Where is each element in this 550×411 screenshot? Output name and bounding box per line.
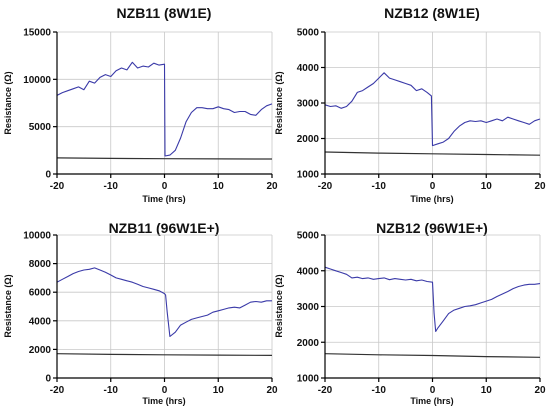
y-axis-label: Resistance (Ω) [274,71,284,134]
y-tick-label: 3000 [297,302,320,313]
y-tick-label: 10000 [23,75,51,86]
axis-ticks: -20 -10 0 10 20 0 5000 10000 15000 [23,28,278,193]
y-tick-label: 2000 [297,338,320,349]
x-tick-label: 10 [213,385,225,396]
x-tick-label: -20 [318,181,333,192]
x-tick-label: 0 [162,181,168,192]
x-tick-label: 20 [266,181,278,192]
y-tick-label: 5000 [297,28,320,39]
x-tick-label: -20 [50,181,65,192]
plot-series [324,266,541,358]
y-tick-label: 4000 [29,316,52,327]
chart-panel-nzb11-96w1e: NZB11 (96W1E+) -20 -10 0 10 20 0 2000 4000 6000 8… [3,220,278,406]
y-tick-label: 3000 [297,99,320,110]
y-tick-label: 2000 [297,134,320,145]
x-tick-label: -10 [104,385,119,396]
resistance-trace [324,266,541,333]
y-tick-label: 0 [45,374,51,385]
x-tick-label: 0 [430,181,436,192]
plot-series [324,72,541,156]
plot-series [56,61,273,160]
x-tick-label: 20 [534,385,546,396]
y-tick-label: 5000 [29,122,52,133]
y-tick-label: 1000 [297,374,320,385]
x-axis-label: Time (hrs) [142,194,185,204]
y-tick-label: 4000 [297,266,320,277]
x-tick-label: 10 [481,181,493,192]
baseline-trace [56,157,273,160]
resistance-trace [324,72,541,147]
grid [325,31,541,174]
axis-ticks: -20 -10 0 10 20 1000 2000 3000 4000 5000 [297,28,546,193]
x-tick-label: -10 [372,181,387,192]
x-tick-label: -10 [372,385,387,396]
y-tick-label: 15000 [23,28,51,39]
y-tick-label: 1000 [297,170,320,181]
chart-panel-nzb12-96w1e: NZB12 (96W1E+) -20 -10 0 10 20 1000 2000 3000 40… [274,220,546,406]
y-tick-label: 10000 [23,231,51,242]
grid [325,234,541,378]
x-tick-label: -10 [104,181,119,192]
x-tick-label: 0 [430,385,436,396]
y-tick-label: 5000 [297,231,320,242]
chart-panel-nzb12-8w1e: NZB12 (8W1E) -20 -10 0 10 20 1000 2000 3000 4000… [274,5,546,204]
chart-panel-nzb11-8w1e: NZB11 (8W1E) -20 -10 0 10 20050001000015000 … [3,5,278,204]
grid [57,234,273,378]
baseline-trace [56,353,273,356]
x-tick-label: 10 [481,385,493,396]
x-axis-label: Time (hrs) [410,396,453,406]
x-tick-label: 20 [266,385,278,396]
resistance-trace [56,267,272,338]
chart-title: NZB11 (8W1E) [117,5,212,21]
baseline-trace [324,151,541,156]
axis-ticks: -20 -10 0 10 20 1000 2000 3000 4000 5000 [297,231,546,397]
x-tick-label: 0 [162,385,168,396]
chart-title: NZB12 (96W1E+) [376,220,488,236]
y-tick-label: 6000 [29,288,52,299]
y-axis-label: Resistance (Ω) [274,274,284,337]
x-tick-label: 10 [213,181,225,192]
baseline-trace [324,353,541,358]
x-tick-label: -20 [318,385,333,396]
x-axis-label: Time (hrs) [142,396,185,406]
chart-title: NZB11 (96W1E+) [109,220,220,236]
y-axis-label: Resistance (Ω) [3,71,13,134]
y-tick-label: 2000 [29,345,52,356]
plot-series [56,267,273,356]
x-tick-label: -20 [50,385,65,396]
x-tick-label: 20 [534,181,546,192]
y-tick-label: 0 [45,170,51,181]
y-axis-label: Resistance (Ω) [3,274,13,337]
axis-ticks: -20 -10 0 10 20 0 2000 4000 6000 8000 10000 [23,231,278,397]
y-tick-label: 8000 [29,259,52,270]
y-tick-label: 4000 [297,63,320,74]
resistance-trace [56,61,273,157]
x-axis-label: Time (hrs) [410,194,453,204]
chart-title: NZB12 (8W1E) [384,5,480,21]
